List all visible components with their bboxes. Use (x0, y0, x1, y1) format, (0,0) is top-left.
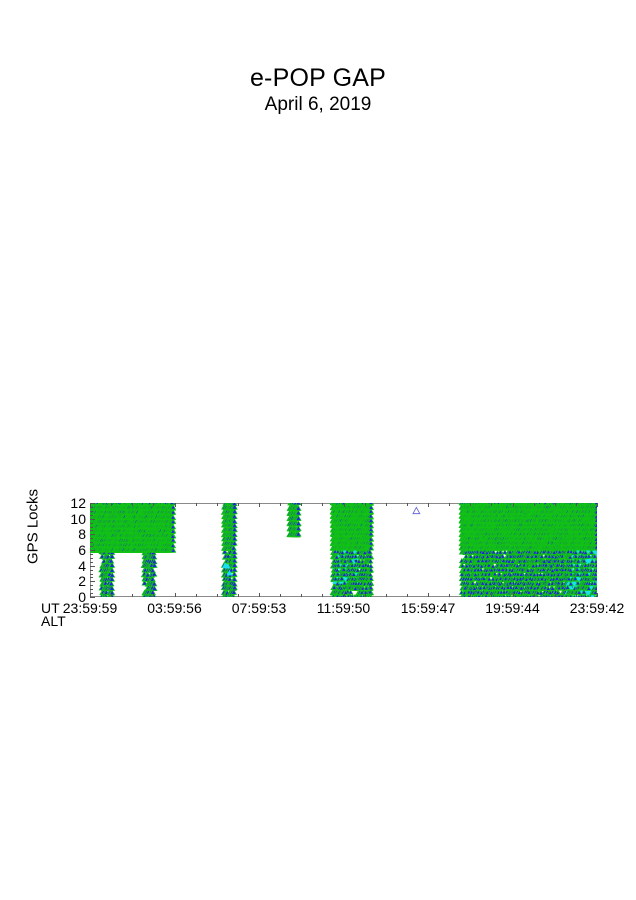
x-tick-mark-minor (195, 594, 197, 597)
x-axis-alt-label: ALT (41, 613, 66, 629)
x-tick-mark-minor (132, 503, 134, 506)
x-tick-mark (90, 503, 91, 507)
y-tick-mark (90, 518, 95, 520)
x-tick-label: 19:59:44 (485, 600, 540, 616)
x-tick-mark-minor (449, 503, 451, 506)
y-tick-mark-minor (90, 546, 93, 548)
x-tick-mark-minor (533, 503, 535, 506)
x-tick-mark (343, 503, 345, 507)
x-tick-mark (428, 593, 429, 597)
y-tick-mark-minor (90, 510, 93, 512)
y-tick-label: 10 (70, 510, 86, 527)
y-axis-label: GPS Locks (24, 488, 42, 565)
x-tick-mark (597, 593, 598, 597)
y-tick-mark-minor (90, 514, 93, 516)
x-tick-mark-minor (280, 503, 282, 506)
y-tick-label: 2 (78, 573, 86, 590)
x-tick-mark (90, 593, 91, 597)
x-tick-mark (343, 593, 345, 597)
x-tick-mark-minor (364, 594, 366, 597)
x-tick-mark-minor (575, 503, 577, 506)
x-tick-mark-minor (322, 594, 324, 597)
x-tick-mark-minor (533, 594, 535, 597)
x-tick-mark (259, 503, 260, 507)
x-tick-mark-minor (554, 594, 556, 597)
x-tick-mark (174, 503, 176, 507)
y-tick-mark (90, 565, 95, 567)
x-tick-mark-minor (406, 594, 408, 597)
scatter-canvas (90, 503, 597, 597)
x-tick-label: 07:59:53 (231, 600, 287, 616)
x-tick-mark-minor (237, 503, 239, 506)
x-tick-label: 11:59:50 (316, 600, 371, 616)
x-tick-mark-minor (364, 503, 366, 506)
x-tick-label: 23:59:42 (569, 600, 625, 616)
y-tick-mark (90, 581, 95, 583)
x-tick-mark-minor (216, 503, 218, 506)
x-tick-mark-minor (554, 503, 556, 506)
x-tick-mark (597, 503, 598, 507)
y-tick-mark-minor (90, 522, 93, 524)
y-tick-mark-minor (90, 506, 93, 508)
x-tick-mark-minor (153, 594, 155, 597)
y-tick-mark (90, 597, 95, 598)
y-tick-mark-minor (90, 593, 93, 595)
y-tick-label: 4 (78, 557, 86, 574)
x-tick-mark-minor (301, 503, 303, 506)
x-tick-mark (512, 593, 514, 597)
x-tick-mark-minor (111, 594, 113, 597)
y-tick-mark-minor (90, 526, 93, 528)
x-tick-mark (428, 503, 429, 507)
y-tick-mark-minor (90, 585, 93, 587)
x-tick-mark-minor (153, 503, 155, 506)
y-tick-label: 8 (78, 526, 86, 543)
x-tick-mark-minor (385, 594, 387, 597)
y-tick-mark-minor (90, 573, 93, 575)
x-tick-mark-minor (575, 594, 577, 597)
y-tick-label: 6 (78, 542, 86, 558)
chart-subtitle: April 6, 2019 (264, 94, 372, 115)
x-tick-mark-minor (132, 594, 134, 597)
x-tick-mark-minor (491, 594, 493, 597)
y-tick-mark-minor (90, 589, 93, 591)
x-axis-ut-label: UT (41, 600, 60, 616)
x-tick-mark-minor (470, 503, 472, 506)
x-tick-mark-minor (322, 503, 324, 506)
y-tick-mark-minor (90, 538, 93, 540)
y-tick-mark (90, 534, 95, 536)
y-axis-tick-labels: 0 2 4 6 8 10 12 (56, 496, 86, 604)
y-tick-mark (90, 550, 95, 551)
x-tick-mark-minor (491, 503, 493, 506)
title-block: e-POP GAP April 6, 2019 (0, 64, 636, 117)
x-tick-mark-minor (470, 594, 472, 597)
x-tick-mark (174, 593, 176, 597)
y-tick-mark-minor (90, 553, 93, 555)
x-tick-mark-minor (237, 594, 239, 597)
y-tick-mark-minor (90, 542, 93, 544)
y-tick-label: 0 (78, 589, 86, 605)
x-tick-mark-minor (280, 594, 282, 597)
x-tick-mark-minor (406, 503, 408, 506)
y-tick-mark (90, 503, 95, 504)
x-tick-mark-minor (385, 503, 387, 506)
y-tick-mark-minor (90, 577, 93, 579)
x-tick-mark-minor (111, 503, 113, 506)
x-tick-mark (259, 593, 260, 597)
x-tick-mark (512, 503, 514, 507)
x-tick-mark-minor (195, 503, 197, 506)
page-title: e-POP GAP (249, 64, 387, 92)
x-tick-label: 03:59:56 (147, 600, 202, 616)
x-tick-label: 15:59:47 (400, 600, 456, 616)
x-tick-mark-minor (216, 594, 218, 597)
y-tick-mark-minor (90, 530, 93, 532)
y-tick-mark-minor (90, 569, 93, 571)
y-tick-mark-minor (90, 561, 93, 563)
y-tick-label: 12 (70, 495, 86, 511)
x-tick-mark-minor (301, 594, 303, 597)
y-tick-mark-minor (90, 557, 93, 559)
x-tick-label: 23:59:59 (62, 600, 118, 616)
x-tick-mark-minor (449, 594, 451, 597)
